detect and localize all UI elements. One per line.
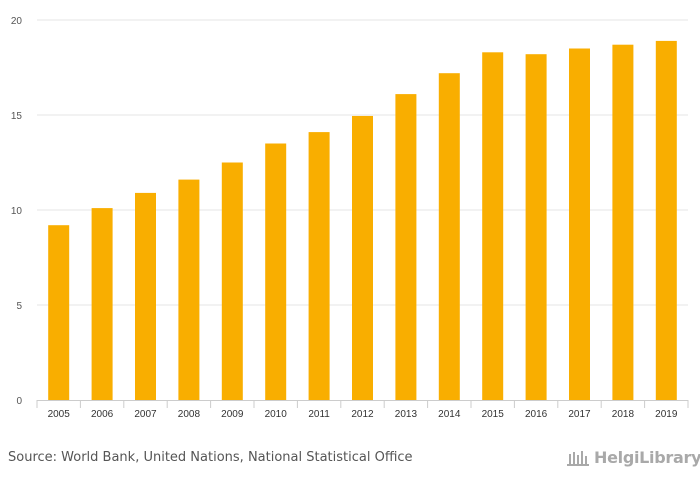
x-tick-label: 2013 xyxy=(395,409,418,420)
x-tick-label: 2012 xyxy=(351,409,374,420)
x-tick-label: 2018 xyxy=(612,409,635,420)
bar-2011 xyxy=(308,132,330,400)
y-tick-label: 15 xyxy=(11,111,23,122)
x-tick-label: 2017 xyxy=(568,409,591,420)
bar-2016 xyxy=(525,54,547,400)
bar-2019 xyxy=(655,40,677,401)
bar-2012 xyxy=(352,115,373,400)
y-tick-label: 10 xyxy=(11,206,23,217)
x-tick-label: 2009 xyxy=(221,409,244,420)
bar-2006 xyxy=(91,208,113,400)
x-tick-label: 2015 xyxy=(482,409,505,420)
bar-chart: 0 5 10 15 20 2005 2006 2007 2008 2009 2010 2011 201… xyxy=(11,16,689,420)
source-note: Source: World Bank, United Nations, Nati… xyxy=(8,450,413,465)
y-tick-label: 5 xyxy=(16,301,22,312)
bars xyxy=(48,40,677,401)
y-tick-label: 0 xyxy=(16,396,22,407)
x-tick-label: 2010 xyxy=(265,409,288,420)
bar-2018 xyxy=(612,44,634,400)
x-axis-ticks: 2005 2006 2007 2008 2009 2010 2011 2012 2013 2014… xyxy=(36,400,689,420)
bar-2010 xyxy=(265,143,287,400)
y-tick-label: 20 xyxy=(11,16,23,27)
logo-text: HelgiLibrary. xyxy=(594,448,700,467)
bar-2007 xyxy=(135,192,156,400)
x-tick-label: 2011 xyxy=(308,409,330,420)
x-tick-label: 2019 xyxy=(655,409,678,420)
bar-2015 xyxy=(482,52,504,401)
x-tick-label: 2016 xyxy=(525,409,548,420)
bar-2014 xyxy=(438,73,460,400)
bar-2008 xyxy=(178,179,200,400)
library-building-icon xyxy=(567,450,589,466)
x-tick-label: 2006 xyxy=(91,409,114,420)
bar-2013 xyxy=(395,94,417,400)
x-tick-label: 2008 xyxy=(178,409,201,420)
y-axis-ticks: 0 5 10 15 20 xyxy=(11,16,23,407)
x-tick-label: 2005 xyxy=(48,409,71,420)
bar-2017 xyxy=(569,48,590,400)
bar-2009 xyxy=(221,162,243,400)
bar-2005 xyxy=(48,225,70,400)
helgi-library-logo: HelgiLibrary. xyxy=(566,448,700,467)
x-tick-label: 2007 xyxy=(134,409,157,420)
x-tick-label: 2014 xyxy=(438,409,461,420)
